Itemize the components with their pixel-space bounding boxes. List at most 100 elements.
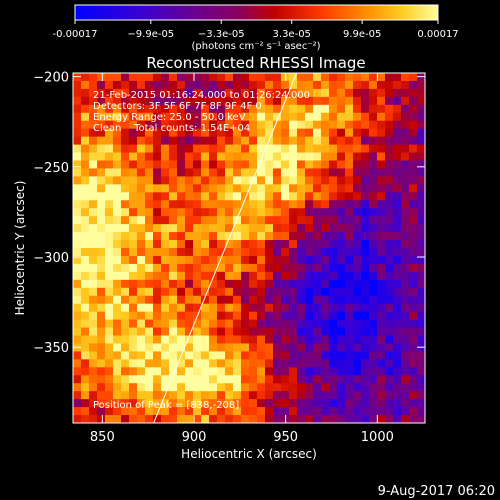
heatmap-cell <box>401 248 410 257</box>
heatmap-cell <box>409 343 418 352</box>
heatmap-cell <box>361 359 370 368</box>
heatmap-cell <box>129 152 138 162</box>
heatmap-cell <box>145 73 154 82</box>
heatmap-cell <box>137 104 146 114</box>
heatmap-cell <box>289 303 298 313</box>
heatmap-cell <box>393 311 402 321</box>
heatmap-cell <box>361 216 370 225</box>
heatmap-cell <box>137 391 146 400</box>
heatmap-cell <box>209 399 218 408</box>
heatmap-cell <box>305 263 314 273</box>
heatmap-cell <box>313 271 322 281</box>
heatmap-cell <box>185 295 194 305</box>
heatmap-cell <box>129 367 138 376</box>
heatmap-cell <box>217 224 226 233</box>
heatmap-cell <box>113 391 122 400</box>
heatmap-cell <box>145 399 154 408</box>
heatmap-cell <box>361 232 370 241</box>
heatmap-cell <box>113 184 122 193</box>
heatmap-cell <box>385 383 394 392</box>
heatmap-cell <box>73 80 82 90</box>
heatmap-cell <box>89 255 98 265</box>
heatmap-cell <box>209 160 218 170</box>
heatmap-cell <box>337 168 346 177</box>
heatmap-cell <box>265 359 274 368</box>
heatmap-cell <box>113 319 122 329</box>
heatmap-cell <box>369 176 378 185</box>
heatmap-cell <box>241 88 250 98</box>
heatmap-cell <box>257 224 266 233</box>
heatmap-cell <box>297 303 306 313</box>
heatmap-cell <box>121 351 130 360</box>
heatmap-cell <box>193 88 202 98</box>
heatmap-cell <box>401 375 410 384</box>
heatmap-cell <box>321 104 330 114</box>
heatmap-cell <box>193 200 202 209</box>
heatmap-cell <box>97 287 106 297</box>
heatmap-cell <box>241 279 250 289</box>
heatmap-cell <box>353 279 362 289</box>
heatmap-cell <box>217 168 226 177</box>
heatmap-cell <box>337 88 346 98</box>
heatmap-cell <box>97 295 106 305</box>
heatmap-cell <box>241 216 250 225</box>
heatmap-cell <box>265 96 274 106</box>
heatmap-cell <box>369 224 378 233</box>
heatmap-cell <box>225 200 234 209</box>
heatmap-cell <box>369 184 378 193</box>
heatmap-cell <box>233 144 242 154</box>
heatmap-cell <box>273 240 282 249</box>
heatmap-cell <box>89 184 98 193</box>
heatmap-cell <box>409 240 418 249</box>
heatmap-cell <box>81 88 90 98</box>
heatmap-cell <box>241 271 250 281</box>
heatmap-cell <box>169 311 178 321</box>
heatmap-cell <box>153 311 162 321</box>
heatmap-cell <box>137 287 146 297</box>
heatmap-cell <box>305 303 314 313</box>
heatmap-cell <box>361 367 370 376</box>
heatmap-cell <box>249 327 258 337</box>
heatmap-cell <box>193 359 202 368</box>
heatmap-cell <box>113 128 122 138</box>
heatmap-cell <box>353 391 362 400</box>
heatmap-cell <box>105 407 114 416</box>
heatmap-cell <box>329 327 338 337</box>
heatmap-cell <box>217 263 226 273</box>
heatmap-cell <box>257 351 266 360</box>
heatmap-cell <box>369 375 378 384</box>
heatmap-cell <box>377 271 386 281</box>
heatmap-cell <box>185 343 194 352</box>
heatmap-cell <box>105 343 114 352</box>
heatmap-cell <box>353 88 362 98</box>
heatmap-cell <box>129 192 138 201</box>
heatmap-cell <box>393 279 402 289</box>
heatmap-cell <box>249 208 258 217</box>
heatmap-cell <box>209 200 218 209</box>
heatmap-cell <box>137 319 146 329</box>
heatmap-cell <box>249 375 258 384</box>
heatmap-cell <box>377 327 386 337</box>
heatmap-cell <box>209 295 218 305</box>
heatmap-cell <box>225 88 234 98</box>
heatmap-cell <box>313 295 322 305</box>
heatmap-cell <box>417 232 425 241</box>
heatmap-cell <box>137 351 146 360</box>
heatmap-cell <box>161 335 170 345</box>
heatmap-cell <box>345 216 354 225</box>
heatmap-cell <box>153 319 162 329</box>
heatmap-cell <box>225 327 234 337</box>
heatmap-cell <box>209 216 218 225</box>
heatmap-cell <box>137 383 146 392</box>
heatmap-cell <box>217 327 226 337</box>
heatmap-cell <box>377 224 386 233</box>
heatmap-cell <box>385 208 394 217</box>
heatmap-cell <box>345 367 354 376</box>
heatmap-cell <box>409 399 418 408</box>
chart-title: Reconstructed RHESSI Image <box>146 54 365 72</box>
heatmap-cell <box>97 359 106 368</box>
heatmap-cell <box>233 73 242 82</box>
heatmap-cell <box>73 168 82 177</box>
heatmap-cell <box>297 240 306 249</box>
